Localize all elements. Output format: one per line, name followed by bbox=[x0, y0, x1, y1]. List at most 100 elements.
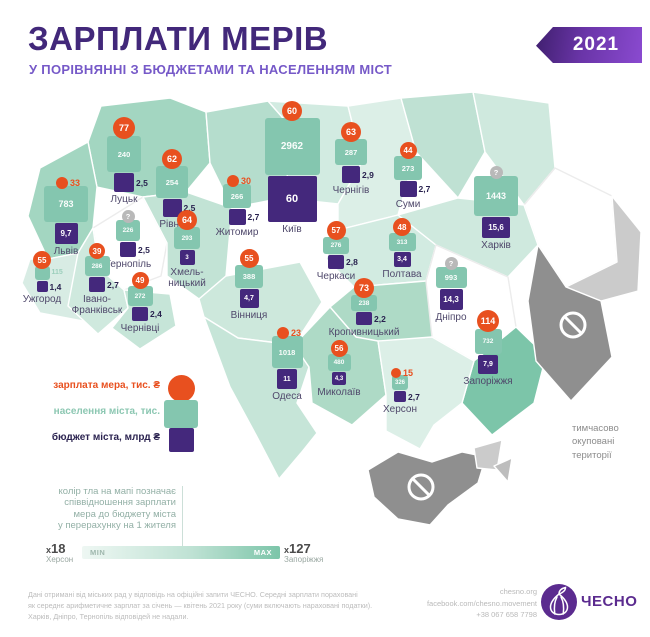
population-bar: 273 bbox=[394, 156, 422, 180]
salary-circle: 44 bbox=[399, 142, 417, 159]
city-label-sumy: Суми bbox=[395, 199, 421, 210]
salary-circle bbox=[227, 175, 239, 187]
city-label-zhytomyr: Житомир bbox=[215, 227, 259, 238]
scale-max-label: MAX bbox=[253, 548, 272, 557]
occupied-territories-label: тимчасово окуповані території bbox=[572, 423, 619, 461]
budget-square: 4,7 bbox=[239, 289, 259, 308]
year-badge: 2021 bbox=[572, 34, 620, 55]
budget-square bbox=[356, 312, 372, 325]
city-label-ternopil: Тернопіль bbox=[104, 259, 152, 270]
budget-value: 2,7 bbox=[418, 184, 431, 194]
budget-square bbox=[342, 166, 360, 183]
population-bar: 240 bbox=[107, 136, 141, 172]
salary-circle: 114 bbox=[477, 310, 499, 332]
city-label-kyiv: Київ bbox=[282, 224, 302, 235]
page-subtitle: У ПОРІВНЯННІ З БЮДЖЕТАМИ ТА НАСЕЛЕННЯМ М… bbox=[29, 62, 393, 77]
city-label-kropyvnytskyi: Кропивницький bbox=[328, 327, 400, 338]
city-label-mykolaiv: Миколаїв bbox=[317, 387, 361, 398]
city-label-ivanofrankivsk: Івано- Франківськ bbox=[71, 294, 123, 316]
scale-min-endpoint: x18 Херсон bbox=[46, 542, 73, 564]
year-ribbon: 2021 bbox=[536, 27, 642, 63]
budget-square: 3,4 bbox=[393, 252, 411, 267]
budget-square bbox=[120, 242, 136, 257]
city-label-rivne: Рівне bbox=[159, 219, 185, 230]
city-label-zaporizhzhia: Запоріжжя bbox=[463, 376, 513, 387]
population-bar: 1443 bbox=[474, 176, 518, 216]
budget-value: 2,4 bbox=[150, 309, 162, 319]
legend-population-label: населення міста, тис. bbox=[53, 406, 160, 417]
budget-square: 3 bbox=[179, 250, 195, 265]
city-label-kharkiv: Харків bbox=[481, 240, 511, 251]
phone-number: +38 067 658 7798 bbox=[476, 610, 537, 620]
city-label-chernihiv: Чернігів bbox=[332, 185, 370, 196]
budget-value: 2,9 bbox=[362, 169, 374, 180]
budget-square bbox=[394, 391, 406, 402]
legend: зарплата мера, тис. ₴ населення міста, т… bbox=[34, 381, 160, 443]
city-label-uzhhorod: Ужгород bbox=[22, 294, 62, 305]
population-bar: 293 bbox=[174, 227, 200, 249]
population-bar: 1018 bbox=[271, 336, 303, 368]
city-label-khmelnytskyi: Хмель- ницький bbox=[168, 267, 206, 289]
budget-value: 2,5 bbox=[138, 244, 150, 255]
salary-circle: ? bbox=[489, 166, 503, 179]
budget-value: 2,7 bbox=[107, 279, 119, 290]
region-azov_fragment bbox=[493, 457, 513, 483]
note-divider bbox=[182, 486, 183, 547]
population-bar: 326 bbox=[392, 375, 408, 390]
population-bar: 993 bbox=[435, 267, 467, 288]
website-link[interactable]: chesno.org bbox=[499, 587, 537, 596]
population-bar: 313 bbox=[388, 233, 416, 251]
no-entry-icon bbox=[407, 473, 435, 501]
city-label-lutsk: Луцьк bbox=[110, 194, 138, 205]
salary-circle: 57 bbox=[326, 221, 346, 240]
city-label-cherkasy: Черкаси bbox=[316, 271, 356, 282]
scale-max-endpoint: x127 Запоріжжя bbox=[284, 542, 323, 564]
population-bar: 276 bbox=[323, 237, 349, 254]
population-bar bbox=[34, 266, 50, 280]
budget-value: 2,8 bbox=[346, 257, 358, 267]
salary-value: 15 bbox=[403, 368, 414, 378]
salary-circle: 55 bbox=[239, 249, 259, 268]
legend-budget-label: бюджет міста, млрд ₴ bbox=[51, 432, 160, 443]
salary-circle: 56 bbox=[330, 340, 348, 357]
salary-circle: 39 bbox=[89, 243, 105, 259]
budget-square bbox=[162, 199, 182, 217]
salary-circle: 64 bbox=[177, 210, 197, 230]
salary-circle: 48 bbox=[393, 218, 411, 236]
map-color-note: колір тла на мапі позначає співвідношенн… bbox=[57, 486, 176, 532]
city-label-odesa: Одеса bbox=[272, 391, 302, 402]
budget-square bbox=[399, 181, 417, 197]
city-label-chernivtsi: Чернівці bbox=[120, 323, 160, 334]
population-bar: 732 bbox=[474, 329, 502, 354]
budget-square: 11 bbox=[277, 369, 297, 389]
scale-max-city: Запоріжжя bbox=[284, 554, 324, 564]
population-bar: 783 bbox=[44, 186, 88, 222]
salary-circle: 49 bbox=[131, 272, 149, 289]
budget-square: 15,6 bbox=[482, 217, 510, 238]
budget-square: 4,3 bbox=[332, 372, 346, 385]
budget-square bbox=[228, 209, 246, 225]
budget-value: 2,7 bbox=[247, 212, 260, 222]
city-label-dnipro: Дніпро bbox=[435, 312, 467, 323]
salary-circle: ? bbox=[121, 210, 135, 223]
legend-budget-square-icon bbox=[169, 428, 194, 452]
population-bar: 238 bbox=[351, 295, 377, 311]
legend-salary-label: зарплата мера, тис. ₴ bbox=[53, 380, 160, 391]
facebook-link[interactable]: facebook.com/chesno.movement bbox=[426, 598, 537, 608]
population-bar: 266 bbox=[223, 184, 251, 208]
budget-value: 2,7 bbox=[408, 391, 420, 402]
salary-circle: ? bbox=[444, 257, 458, 270]
salary-circle bbox=[391, 368, 401, 378]
population-value: 115 bbox=[51, 269, 63, 276]
no-entry-icon bbox=[559, 311, 587, 339]
salary-circle: 77 bbox=[113, 117, 135, 139]
salary-circle: 55 bbox=[33, 251, 51, 269]
city-label-kherson: Херсон bbox=[383, 404, 417, 415]
budget-square: 14,3 bbox=[439, 289, 463, 310]
footer-disclaimer: Дані отримані від міських рад у відповід… bbox=[28, 590, 373, 622]
city-label-poltava: Полтава bbox=[382, 269, 422, 280]
budget-value: 1,4 bbox=[49, 281, 62, 292]
budget-square bbox=[114, 173, 134, 192]
budget-square bbox=[132, 307, 148, 321]
